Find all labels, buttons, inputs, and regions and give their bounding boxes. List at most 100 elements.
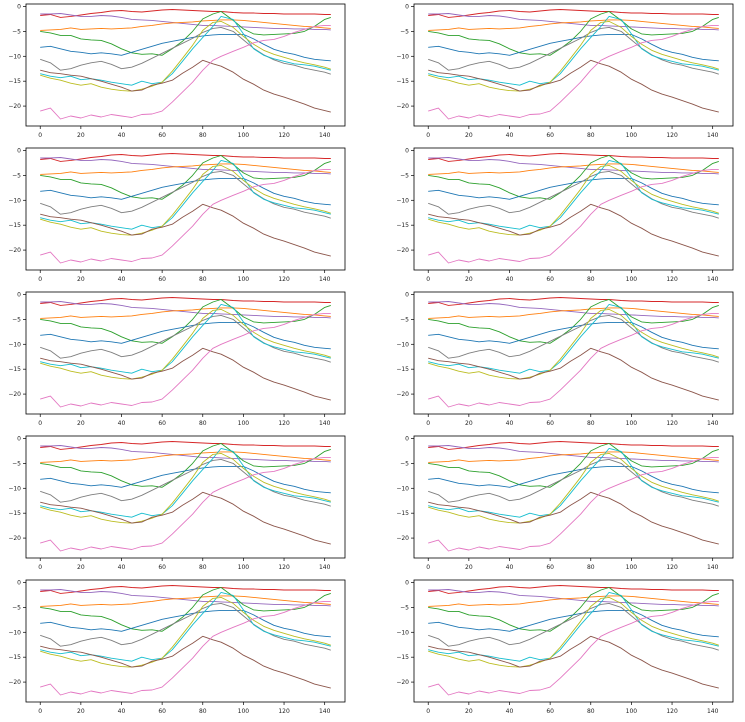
x-tick-label: 60 xyxy=(546,564,554,571)
series-line-4 xyxy=(428,443,719,488)
series-line-6 xyxy=(40,602,331,651)
series-line-1 xyxy=(428,441,719,450)
series-line-9 xyxy=(428,635,719,689)
y-tick-label: −15 xyxy=(396,654,409,661)
subplot-7: 0 20 40 60 80 100 120 140 0 −5 −10 −15 −20 xyxy=(8,435,346,571)
x-tick-label: 60 xyxy=(158,420,166,427)
y-tick-label: 0 xyxy=(17,435,21,442)
y-tick-label: −5 xyxy=(400,604,409,611)
series-line-1 xyxy=(40,441,331,450)
y-tick-label: −10 xyxy=(396,485,409,492)
series-line-3 xyxy=(40,19,331,31)
y-tick-label: −15 xyxy=(396,78,409,85)
series-line-1 xyxy=(428,9,719,18)
series-line-2 xyxy=(428,445,719,463)
x-tick-label: 20 xyxy=(77,132,85,139)
y-tick-label: −10 xyxy=(8,629,21,636)
x-tick-label: 0 xyxy=(426,276,430,283)
x-tick-label: 0 xyxy=(38,564,42,571)
series-line-2 xyxy=(428,301,719,319)
y-tick-label: −5 xyxy=(400,460,409,467)
series-line-3 xyxy=(428,451,719,463)
y-tick-label: −15 xyxy=(396,366,409,373)
y-tick-label: −5 xyxy=(12,316,21,323)
series-line-10 xyxy=(428,168,719,264)
series-line-6 xyxy=(428,26,719,75)
x-tick-label: 40 xyxy=(118,420,126,427)
y-tick-label: −20 xyxy=(396,679,409,686)
x-tick-label: 0 xyxy=(38,708,42,715)
series-line-9 xyxy=(428,59,719,113)
x-tick-label: 100 xyxy=(626,276,638,283)
series-line-1 xyxy=(40,585,331,594)
x-tick-label: 140 xyxy=(319,276,331,283)
subplot-6: 0 20 40 60 80 100 120 140 0 −5 −10 −15 −20 xyxy=(396,291,734,427)
series-line-4 xyxy=(40,587,331,632)
x-tick-label: 0 xyxy=(38,276,42,283)
y-tick-label: −20 xyxy=(8,103,21,110)
x-tick-label: 100 xyxy=(238,276,250,283)
x-tick-label: 140 xyxy=(707,276,719,283)
x-tick-label: 80 xyxy=(587,564,595,571)
x-tick-label: 40 xyxy=(506,420,514,427)
series-line-5 xyxy=(40,33,331,62)
x-tick-label: 20 xyxy=(465,276,473,283)
x-tick-label: 0 xyxy=(426,132,430,139)
series-line-8 xyxy=(40,308,331,380)
x-tick-label: 20 xyxy=(77,276,85,283)
series-line-10 xyxy=(40,168,331,264)
x-tick-label: 80 xyxy=(199,708,207,715)
series-line-9 xyxy=(428,347,719,401)
series-line-7 xyxy=(40,303,331,374)
series-line-7 xyxy=(428,15,719,86)
x-tick-label: 20 xyxy=(77,420,85,427)
x-tick-label: 120 xyxy=(666,132,678,139)
y-tick-label: 0 xyxy=(405,291,409,298)
series-line-2 xyxy=(40,301,331,319)
series-line-4 xyxy=(40,299,331,344)
x-tick-label: 80 xyxy=(587,276,595,283)
series-line-5 xyxy=(40,609,331,638)
series-line-1 xyxy=(40,297,331,306)
series-line-1 xyxy=(40,9,331,18)
series-line-5 xyxy=(428,321,719,350)
x-tick-label: 40 xyxy=(118,708,126,715)
series-line-4 xyxy=(40,443,331,488)
series-line-3 xyxy=(428,163,719,175)
y-tick-label: −10 xyxy=(396,341,409,348)
y-tick-label: 0 xyxy=(405,435,409,442)
series-line-3 xyxy=(40,595,331,607)
series-line-7 xyxy=(40,591,331,662)
y-tick-label: −15 xyxy=(8,510,21,517)
series-line-4 xyxy=(40,11,331,56)
x-tick-label: 120 xyxy=(278,420,290,427)
y-tick-label: −20 xyxy=(8,535,21,542)
y-tick-label: −15 xyxy=(8,366,21,373)
x-tick-label: 140 xyxy=(319,708,331,715)
y-tick-label: −15 xyxy=(396,510,409,517)
series-line-8 xyxy=(40,596,331,668)
x-tick-label: 40 xyxy=(118,132,126,139)
series-line-7 xyxy=(428,159,719,230)
x-tick-label: 0 xyxy=(426,564,430,571)
series-line-6 xyxy=(428,314,719,363)
y-tick-label: −5 xyxy=(12,28,21,35)
series-line-6 xyxy=(40,458,331,507)
x-tick-label: 60 xyxy=(158,708,166,715)
x-tick-label: 100 xyxy=(238,420,250,427)
y-tick-label: −5 xyxy=(400,172,409,179)
series-line-5 xyxy=(40,465,331,494)
series-line-2 xyxy=(428,13,719,31)
x-tick-label: 20 xyxy=(77,708,85,715)
y-tick-label: −20 xyxy=(8,391,21,398)
x-tick-label: 80 xyxy=(587,420,595,427)
y-tick-label: −5 xyxy=(400,316,409,323)
x-tick-label: 140 xyxy=(319,420,331,427)
y-tick-label: −5 xyxy=(12,172,21,179)
series-line-10 xyxy=(428,312,719,408)
x-tick-label: 100 xyxy=(238,132,250,139)
x-tick-label: 120 xyxy=(278,276,290,283)
y-tick-label: 0 xyxy=(405,579,409,586)
series-line-7 xyxy=(40,159,331,230)
x-tick-label: 140 xyxy=(319,132,331,139)
